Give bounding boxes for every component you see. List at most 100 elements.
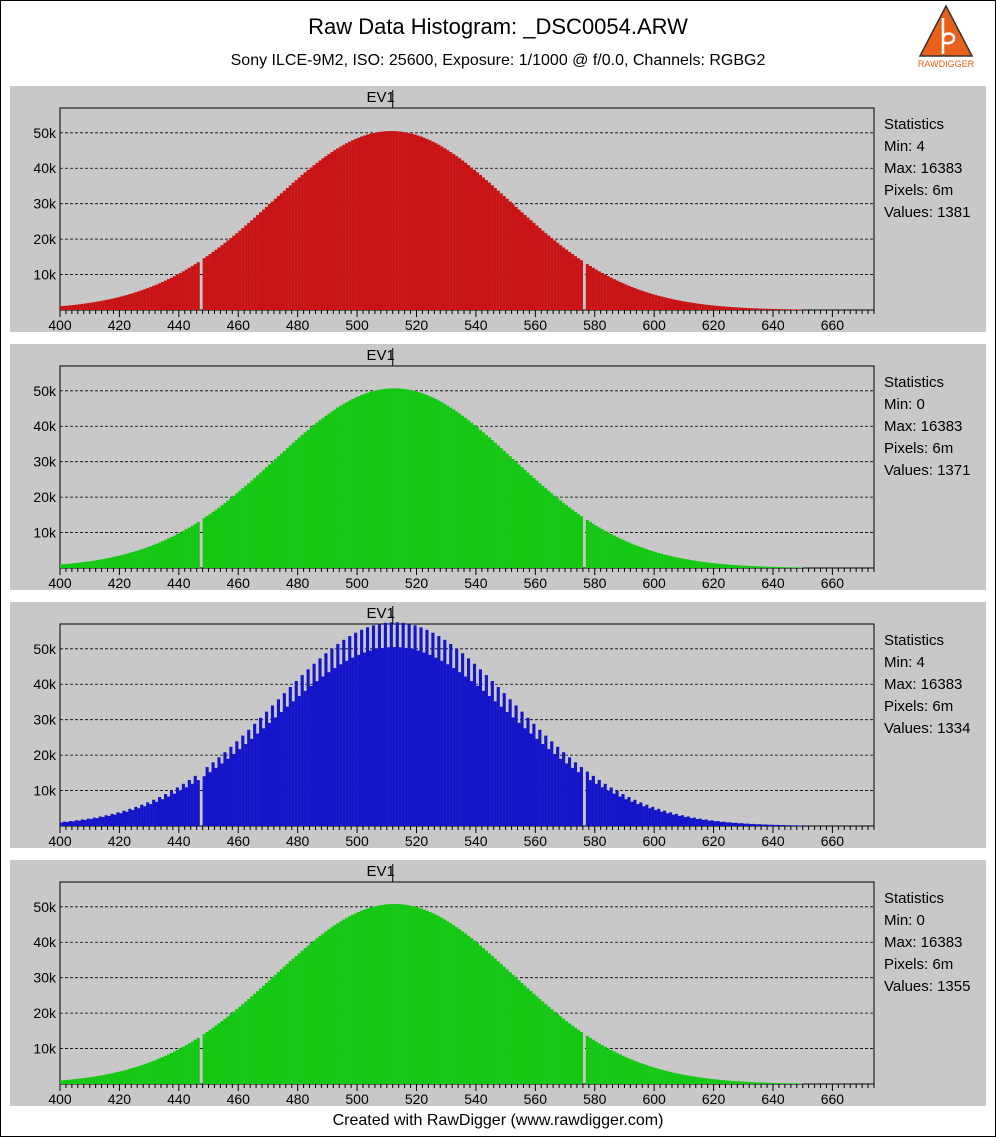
histogram-bar	[166, 538, 171, 568]
histogram-bar	[137, 808, 141, 826]
histogram-bar	[288, 445, 292, 568]
histogram-bar	[77, 304, 81, 310]
histogram-bar	[152, 544, 156, 568]
histogram-bar	[413, 906, 417, 1084]
histogram-bar	[692, 560, 696, 568]
histogram-bar	[363, 909, 367, 1084]
histogram-bar	[419, 392, 423, 568]
histogram-bar	[196, 262, 200, 310]
histogram-bar	[92, 1076, 96, 1084]
histogram-bar	[464, 933, 468, 1084]
histogram-bar	[603, 783, 607, 826]
histogram-bar	[671, 299, 676, 310]
histogram-bar	[603, 1046, 607, 1084]
histogram-bar	[722, 1080, 726, 1084]
histogram-bar	[374, 132, 379, 310]
histogram-bar	[202, 776, 206, 826]
histogram-bar	[166, 279, 171, 310]
histogram-bar	[562, 502, 566, 568]
histogram-bar	[214, 1025, 218, 1084]
histogram-bar	[205, 1031, 209, 1084]
histogram-bar	[241, 735, 245, 826]
histogram-bar	[312, 663, 316, 826]
histogram-bar	[333, 668, 337, 826]
histogram-bar	[342, 403, 346, 568]
histogram-bar	[155, 284, 159, 310]
histogram-bar	[532, 723, 536, 826]
histogram-bar	[695, 561, 699, 568]
histogram-bar	[407, 389, 411, 568]
histogram-bar	[461, 931, 465, 1084]
histogram-bar	[60, 306, 64, 310]
histogram-bar	[113, 298, 117, 310]
histogram-bar	[576, 772, 581, 826]
histogram-bar	[526, 717, 530, 826]
histogram-bar	[365, 134, 370, 310]
x-tick-label: 640	[761, 575, 785, 590]
histogram-bar	[743, 565, 747, 568]
histogram-bar	[300, 434, 304, 568]
histogram-bar	[422, 652, 426, 826]
histogram-bar	[392, 388, 396, 568]
y-tick-label: 50k	[33, 899, 57, 915]
histogram-bar	[220, 1021, 224, 1084]
histogram-bar	[330, 152, 334, 310]
histogram-bar	[627, 1058, 631, 1084]
histogram-bar	[336, 643, 340, 826]
histogram-bar	[143, 1064, 147, 1084]
histogram-bar	[327, 413, 331, 568]
histogram-bar	[767, 566, 771, 568]
histogram-bar	[226, 500, 230, 568]
histogram-bar	[475, 943, 480, 1084]
histogram-bar	[238, 749, 242, 826]
histogram-bar	[413, 391, 417, 568]
histogram-bar	[214, 767, 218, 826]
histogram-bar	[175, 1049, 179, 1084]
histogram-bar	[455, 648, 459, 826]
histogram-bar	[193, 775, 197, 826]
histogram-bar	[386, 388, 390, 568]
histogram-bar	[113, 1072, 117, 1084]
histogram-bar	[648, 293, 652, 310]
histogram-bar	[158, 542, 162, 568]
histogram-panel-green2: 10k 20k 30k 40k 50k 400 420 440 460 480 500 520 540 5…	[10, 860, 986, 1106]
histogram-bar	[449, 643, 453, 826]
histogram-bar	[374, 905, 379, 1084]
histogram-bar	[443, 639, 447, 826]
histogram-bar	[163, 1055, 168, 1084]
histogram-bar	[704, 304, 708, 310]
histogram-bar	[300, 950, 304, 1084]
histogram-bar	[660, 553, 664, 568]
histogram-bar	[484, 675, 488, 826]
histogram-bar	[752, 308, 756, 310]
histogram-bar	[122, 295, 126, 310]
y-tick-label: 40k	[33, 160, 57, 176]
histogram-bar	[746, 308, 750, 310]
histogram-bar	[734, 565, 738, 568]
histogram-bar	[161, 799, 165, 826]
histogram-bar	[229, 746, 233, 826]
histogram-bar	[134, 292, 138, 310]
histogram-bar	[514, 705, 518, 826]
histogram-bar	[796, 1083, 800, 1084]
histogram-bar	[327, 672, 331, 826]
histogram-bar	[107, 815, 111, 826]
histogram-bar	[692, 817, 696, 826]
x-tick-label: 560	[524, 317, 548, 332]
histogram-bar	[713, 1079, 717, 1084]
histogram-bar	[253, 217, 257, 310]
histogram-bar	[784, 825, 788, 826]
histogram-bar	[579, 516, 584, 568]
histogram-bar	[731, 307, 735, 310]
processing-info	[0, 76, 996, 86]
histogram-bar	[692, 303, 696, 310]
histogram-bar	[770, 566, 774, 568]
histogram-bar	[770, 824, 774, 826]
histogram-bar	[161, 541, 165, 568]
histogram-bar	[279, 969, 283, 1084]
histogram-bar	[764, 308, 768, 310]
histogram-bar	[710, 562, 714, 568]
histogram-bar	[704, 562, 708, 568]
histogram-bar	[386, 131, 390, 310]
histogram-bar	[297, 696, 301, 826]
